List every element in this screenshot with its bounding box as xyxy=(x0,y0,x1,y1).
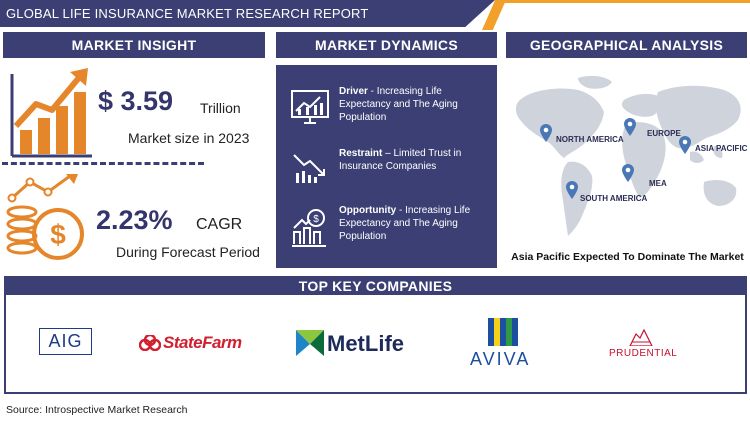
market-size-value: $ 3.59 xyxy=(98,86,174,116)
market-size-desc: Market size in 2023 xyxy=(128,130,250,146)
map-pin-icon xyxy=(622,164,634,187)
region-label-north-america: NORTH AMERICA xyxy=(556,135,624,144)
section-head-geo: GEOGRAPHICAL ANALYSIS xyxy=(506,32,747,58)
dynamics-restraint: Restraint – Limited Trust in Insurance C… xyxy=(286,147,491,197)
world-map xyxy=(508,72,748,252)
region-label-south-america: SOUTH AMERICA xyxy=(580,194,648,203)
logo-prudential: PRUDENTIAL xyxy=(609,348,678,359)
svg-text:$: $ xyxy=(50,219,66,250)
monitor-chart-icon xyxy=(290,89,330,130)
map-pin-icon xyxy=(624,118,636,141)
cagr-desc: During Forecast Period xyxy=(116,244,260,260)
metlife-m-icon xyxy=(296,330,324,361)
svg-text:$: $ xyxy=(313,214,319,225)
logo-aviva: AVIVA xyxy=(470,349,531,369)
dynamics-opportunity-text: Opportunity - Increasing Life Expectancy… xyxy=(339,205,471,242)
prudential-rock-icon xyxy=(628,328,654,351)
page-title: GLOBAL LIFE INSURANCE MARKET RESEARCH RE… xyxy=(6,6,369,21)
logo-aig: AIG xyxy=(39,328,92,355)
logo-metlife: MetLife xyxy=(327,331,404,356)
map-pin-icon xyxy=(679,136,691,159)
section-head-companies: TOP KEY COMPANIES xyxy=(4,276,747,295)
region-label-europe: EUROPE xyxy=(647,129,681,138)
statefarm-rings-icon xyxy=(138,333,162,356)
source-note: Source: Introspective Market Research xyxy=(6,404,188,416)
growth-opportunity-icon: $ xyxy=(290,208,330,253)
market-size-unit: Trillion xyxy=(200,100,241,116)
dynamics-driver: Driver - Increasing Life Expectancy and … xyxy=(286,85,491,135)
section-head-dynamics: MARKET DYNAMICS xyxy=(276,32,497,58)
map-pin-icon xyxy=(540,124,552,147)
dynamics-opportunity: $ Opportunity - Increasing Life Expectan… xyxy=(286,204,491,254)
dynamics-panel: Driver - Increasing Life Expectancy and … xyxy=(276,65,497,268)
header-band: GLOBAL LIFE INSURANCE MARKET RESEARCH RE… xyxy=(0,0,750,30)
title-bar xyxy=(0,0,495,27)
region-label-asia-pacific: ASIA PACIFIC xyxy=(695,144,748,153)
dollar-coins-icon: $ xyxy=(4,172,90,269)
logo-statefarm: StateFarm xyxy=(163,333,242,352)
declining-chart-icon xyxy=(290,151,330,192)
dynamics-driver-text: Driver - Increasing Life Expectancy and … xyxy=(339,86,458,123)
cagr-value: 2.23% xyxy=(96,205,173,235)
map-pin-icon xyxy=(566,181,578,204)
geo-footer: Asia Pacific Expected To Dominate The Ma… xyxy=(511,251,744,263)
growth-chart-icon xyxy=(6,66,96,163)
aviva-emblem-icon xyxy=(488,318,518,351)
dynamics-restraint-text: Restraint – Limited Trust in Insurance C… xyxy=(339,148,462,172)
cagr-label: CAGR xyxy=(196,216,243,233)
section-head-insight: MARKET INSIGHT xyxy=(3,32,265,58)
divider xyxy=(2,162,204,165)
title-line xyxy=(495,0,750,3)
region-label-mea: MEA xyxy=(649,179,667,188)
